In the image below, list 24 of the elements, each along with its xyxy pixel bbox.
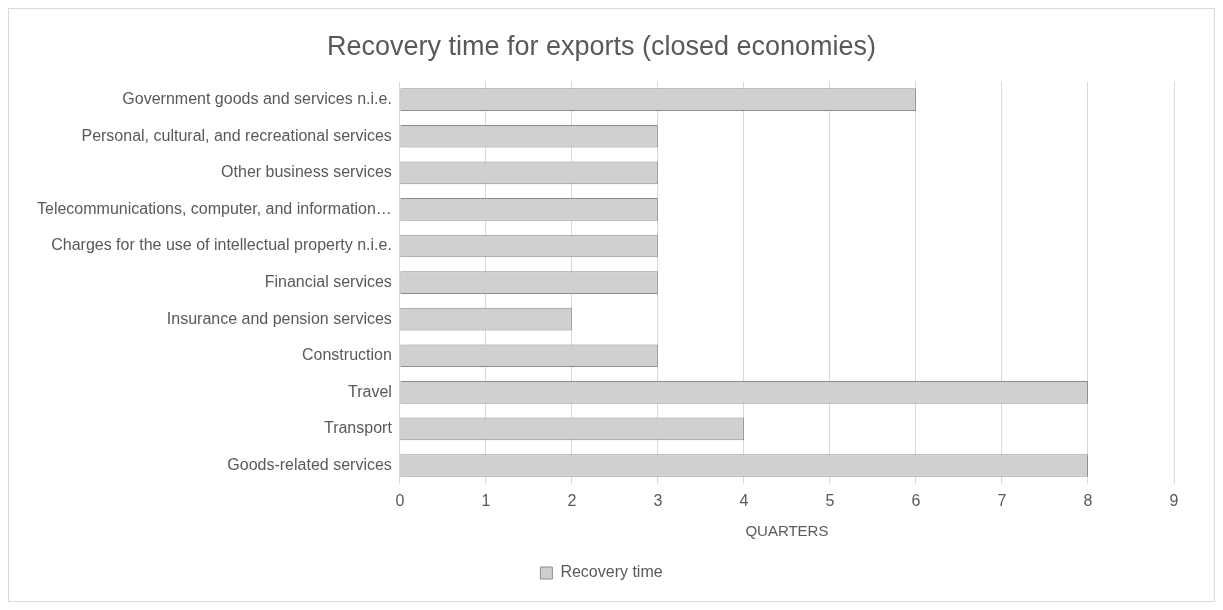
y-tick-label: Construction: [302, 346, 392, 364]
x-axis-title: QUARTERS: [745, 522, 829, 540]
y-tick-label: Transport: [323, 419, 393, 437]
y-tick-label: Personal, cultural, and recreational services: [81, 126, 392, 144]
x-tick-label: 1: [481, 491, 491, 509]
x-tick-label: 7: [997, 491, 1007, 509]
y-tick-label: Travel: [347, 382, 392, 400]
y-tick-label: Telecommunications, computer, and information…: [36, 199, 392, 217]
x-tick-label: 3: [653, 491, 663, 509]
chart-title: Recovery time for exports (closed economies): [326, 30, 877, 61]
x-tick-label: 6: [911, 491, 921, 509]
legend-label: Recovery time: [560, 563, 663, 581]
y-tick-label: Other business services: [221, 163, 392, 181]
x-tick-label: 4: [739, 491, 749, 509]
y-tick-label: Government goods and services n.i.e.: [122, 90, 392, 108]
y-tick-label: Insurance and pension services: [166, 309, 392, 327]
x-tick-label: 0: [395, 491, 405, 509]
y-tick-label: Charges for the use of intellectual property n.i.e.: [51, 236, 392, 254]
x-tick-label: 9: [1169, 491, 1179, 509]
x-tick-label: 8: [1083, 491, 1093, 509]
x-tick-label: 5: [825, 491, 835, 509]
y-tick-label: Goods-related services: [227, 455, 392, 473]
x-tick-label: 2: [567, 491, 577, 509]
y-tick-label: Financial services: [264, 273, 392, 291]
